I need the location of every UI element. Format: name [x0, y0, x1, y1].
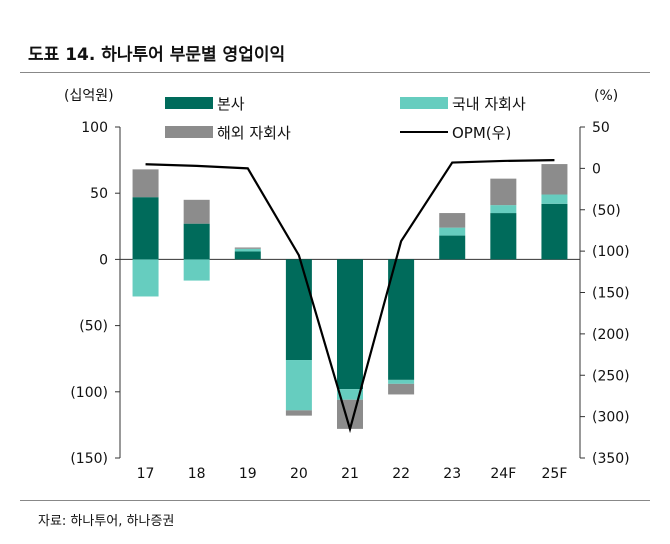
left-tick-label: 50 [90, 186, 108, 202]
chart-title: 도표 14. 하나투어 부문별 영업이익 [28, 45, 286, 65]
bar-domestic-23 [439, 227, 466, 236]
x-tick-label: 23 [443, 466, 461, 482]
legend-label-domestic: 국내 자회사 [452, 95, 526, 113]
x-tick-label: 18 [188, 466, 206, 482]
right-tick-label: (350) [592, 451, 630, 467]
right-axis-unit: (%) [594, 88, 618, 104]
title-rule [20, 72, 650, 73]
bar-domestic-21 [337, 389, 363, 400]
left-tick-label: 0 [99, 252, 108, 268]
x-tick-label: 25F [542, 466, 568, 482]
right-tick-label: 0 [592, 161, 601, 177]
right-tick-label: (300) [592, 410, 630, 426]
bar-overseas-17 [132, 169, 159, 198]
right-tick-label: (50) [592, 203, 621, 219]
legend-swatch-domestic [400, 97, 448, 109]
bar-hq-25F [541, 203, 568, 260]
bar-hq-23 [439, 235, 466, 260]
right-tick-label: (250) [592, 368, 630, 384]
title-bar: 도표 14. 하나투어 부문별 영업이익 [20, 40, 650, 73]
left-axis-unit: (십억원) [64, 88, 114, 104]
source-note: 자료: 하나투어, 하나증권 [38, 514, 175, 529]
bar-overseas-24F [490, 178, 517, 206]
x-tick-label: 22 [392, 466, 410, 482]
legend-label-overseas: 해외 자회사 [217, 124, 291, 142]
bar-hq-18 [183, 223, 210, 260]
right-tick-label: (150) [592, 286, 630, 302]
bar-overseas-18 [183, 199, 210, 224]
bar-overseas-25F [541, 164, 568, 195]
bar-overseas-21 [337, 399, 363, 429]
bar-hq-24F [490, 213, 517, 260]
legend-swatch-overseas [165, 126, 213, 138]
bar-overseas-20 [285, 410, 312, 416]
legend-swatch-hq [165, 97, 213, 109]
x-tick-label: 21 [341, 466, 359, 482]
x-tick-label: 24F [490, 466, 516, 482]
bar-hq-22 [388, 259, 415, 380]
bar-domestic-22 [388, 379, 415, 384]
bar-overseas-19 [234, 247, 261, 249]
bar-overseas-23 [439, 213, 466, 228]
bar-domestic-17 [132, 259, 159, 297]
x-tick-label: 20 [290, 466, 308, 482]
left-tick-label: 100 [81, 120, 108, 136]
source-rule [20, 500, 650, 501]
left-tick-label: (50) [79, 319, 108, 335]
bar-hq-20 [285, 259, 312, 361]
bar-hq-19 [234, 251, 261, 260]
right-tick-label: (200) [592, 327, 630, 343]
x-tick-label: 19 [239, 466, 257, 482]
bar-domestic-25F [541, 194, 568, 204]
bar-hq-17 [132, 197, 159, 260]
bar-domestic-20 [285, 360, 312, 411]
bar-domestic-19 [234, 248, 261, 252]
bar-overseas-22 [388, 383, 415, 395]
x-tick-label: 17 [137, 466, 155, 482]
bar-domestic-18 [183, 259, 210, 281]
legend-label-hq: 본사 [217, 95, 245, 113]
right-tick-label: (100) [592, 244, 630, 260]
bar-hq-21 [337, 259, 363, 390]
right-tick-label: 50 [592, 120, 610, 136]
left-tick-label: (150) [70, 451, 108, 467]
legend-label-opm: OPM(우) [452, 124, 511, 142]
left-tick-label: (100) [70, 385, 108, 401]
bar-domestic-24F [490, 205, 517, 214]
